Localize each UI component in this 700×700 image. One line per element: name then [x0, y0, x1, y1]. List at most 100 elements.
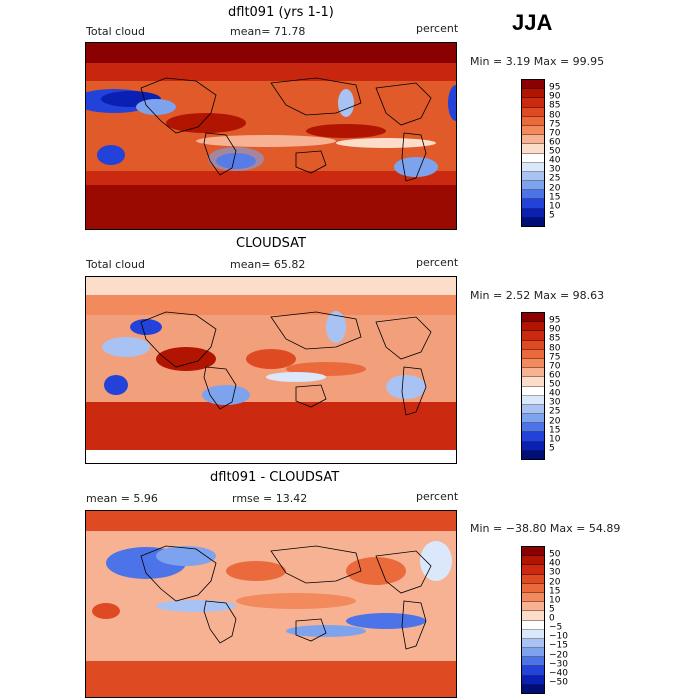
colorbar-swatch [522, 450, 544, 459]
colorbar-tick-label: −10 [549, 631, 568, 642]
colorbar-tick-label: 10 [549, 595, 561, 606]
colorbar-swatch [522, 322, 544, 332]
colorbar-tick-label: 85 [549, 100, 561, 111]
colorbar-tick-label: 5 [549, 443, 555, 454]
panel3-units-label: percent [416, 490, 459, 503]
colorbar-swatch [522, 648, 544, 658]
colorbar-tick-label: 20 [549, 183, 561, 193]
colorbar-swatch [522, 107, 544, 117]
colorbar-swatch [522, 404, 544, 415]
colorbar-tick-label: 10 [549, 201, 561, 212]
colorbar-swatch [522, 144, 544, 154]
colorbar-swatch [522, 89, 544, 99]
panel2-title: CLOUDSAT [236, 236, 306, 251]
colorbar-tick-label: 80 [549, 110, 561, 120]
colorbar-tick-label: −5 [549, 622, 563, 633]
colorbar-tick-label: 75 [549, 352, 561, 363]
colorbar-swatch [522, 395, 544, 405]
colorbar-tick-label: 20 [549, 577, 561, 587]
colorbar-swatch [522, 666, 544, 676]
colorbar-tick-label: −30 [549, 659, 568, 670]
colorbar-tick-label: 60 [549, 370, 561, 381]
colorbar-swatch [522, 162, 544, 172]
colorbar-swatch [522, 368, 544, 378]
colorbar-tick-label: 90 [549, 324, 561, 335]
colorbar-tick-label: 40 [549, 155, 561, 166]
panel1-minmax: Min = 3.19 Max = 99.95 [470, 55, 605, 68]
colorbar-tick-label: 85 [549, 333, 561, 344]
panel1-colorbar [521, 79, 545, 227]
colorbar-swatch [522, 620, 544, 630]
panel2-colorbar [521, 312, 545, 460]
colorbar-swatch [522, 153, 544, 163]
panel3-mean-label: mean = 5.96 [86, 492, 158, 505]
colorbar-swatch [522, 208, 544, 218]
colorbar-swatch [522, 547, 544, 557]
colorbar-tick-label: −40 [549, 668, 568, 679]
colorbar-tick-label: 0 [549, 613, 555, 624]
panel2-mean-label: mean= 65.82 [230, 258, 306, 271]
colorbar-tick-label: 95 [549, 315, 561, 326]
colorbar-tick-label: 5 [549, 604, 555, 615]
colorbar-tick-label: 5 [549, 210, 555, 221]
colorbar-swatch [522, 125, 544, 136]
colorbar-swatch [522, 349, 544, 359]
colorbar-swatch [522, 441, 544, 451]
colorbar-swatch [522, 574, 544, 584]
colorbar-tick-label: 50 [549, 549, 561, 560]
colorbar-tick-label: 30 [549, 164, 561, 175]
colorbar-tick-label: 30 [549, 567, 561, 578]
panel3-colorbar [521, 546, 545, 694]
colorbar-tick-label: 80 [549, 343, 561, 353]
colorbar-swatch [522, 181, 544, 191]
colorbar-swatch [522, 171, 544, 182]
colorbar-tick-label: 50 [549, 146, 561, 157]
colorbar-swatch [522, 377, 544, 387]
colorbar-swatch [522, 414, 544, 424]
colorbar-swatch [522, 98, 544, 108]
panel1-units-label: percent [416, 22, 459, 35]
colorbar-tick-label: 60 [549, 137, 561, 148]
panel3-map [85, 510, 457, 698]
panel1-title: dflt091 (yrs 1-1) [228, 5, 334, 20]
panel2-variable-label: Total cloud [86, 258, 145, 271]
colorbar-tick-label: 40 [549, 388, 561, 399]
colorbar-swatch [522, 657, 544, 667]
panel1-map [85, 42, 457, 230]
panel3-title: dflt091 - CLOUDSAT [210, 470, 340, 485]
colorbar-swatch [522, 556, 544, 566]
colorbar-swatch [522, 313, 544, 323]
colorbar-tick-label: −50 [549, 677, 568, 688]
colorbar-tick-label: 30 [549, 397, 561, 408]
colorbar-tick-label: −15 [549, 640, 568, 651]
colorbar-swatch [522, 638, 544, 649]
colorbar-tick-label: 70 [549, 361, 561, 372]
colorbar-tick-label: 95 [549, 82, 561, 93]
colorbar-swatch [522, 565, 544, 575]
colorbar-tick-label: 25 [549, 173, 561, 184]
colorbar-swatch [522, 592, 544, 603]
colorbar-swatch [522, 386, 544, 396]
panel3-rmse-label: rmse = 13.42 [232, 492, 308, 505]
colorbar-swatch [522, 583, 544, 593]
colorbar-swatch [522, 116, 544, 126]
colorbar-swatch [522, 629, 544, 639]
colorbar-swatch [522, 684, 544, 693]
colorbar-swatch [522, 423, 544, 433]
colorbar-swatch [522, 432, 544, 442]
panel1-variable-label: Total cloud [86, 25, 145, 38]
colorbar-tick-label: 20 [549, 416, 561, 426]
colorbar-swatch [522, 602, 544, 612]
colorbar-swatch [522, 675, 544, 685]
colorbar-swatch [522, 190, 544, 200]
colorbar-swatch [522, 217, 544, 226]
colorbar-tick-label: 15 [549, 425, 561, 436]
colorbar-swatch [522, 80, 544, 90]
colorbar-tick-label: 90 [549, 91, 561, 102]
colorbar-tick-label: 25 [549, 406, 561, 417]
panel2-units-label: percent [416, 256, 459, 269]
colorbar-tick-label: 15 [549, 192, 561, 203]
colorbar-tick-label: −20 [549, 650, 568, 660]
colorbar-tick-label: 10 [549, 434, 561, 445]
colorbar-swatch [522, 199, 544, 209]
